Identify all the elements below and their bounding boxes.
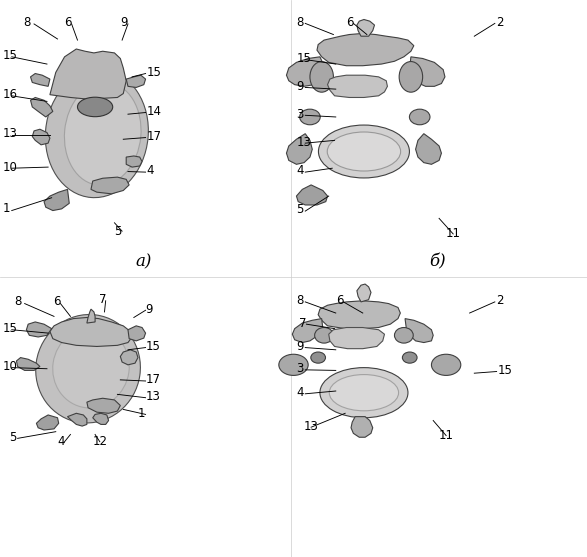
Text: 13: 13 (304, 419, 319, 433)
Text: 9: 9 (296, 80, 304, 93)
Text: 13: 13 (3, 127, 18, 140)
Polygon shape (50, 49, 126, 99)
Text: 2: 2 (496, 16, 504, 29)
Text: 15: 15 (498, 364, 512, 377)
Text: 15: 15 (3, 49, 18, 62)
Ellipse shape (403, 352, 417, 363)
Polygon shape (126, 75, 146, 87)
Ellipse shape (45, 70, 149, 198)
Polygon shape (93, 413, 109, 424)
Polygon shape (87, 398, 120, 413)
Polygon shape (357, 284, 371, 302)
Text: 4: 4 (147, 164, 154, 178)
Text: 3: 3 (296, 108, 304, 121)
Ellipse shape (320, 368, 408, 418)
Text: 4: 4 (296, 164, 304, 178)
Text: 8: 8 (15, 295, 22, 309)
Polygon shape (50, 317, 132, 346)
Text: 11: 11 (446, 227, 461, 241)
Text: 8: 8 (296, 16, 304, 29)
Polygon shape (31, 97, 53, 117)
Polygon shape (318, 301, 400, 329)
Polygon shape (44, 189, 69, 211)
Text: 3: 3 (296, 362, 304, 375)
Polygon shape (87, 309, 95, 323)
Ellipse shape (409, 109, 430, 125)
Text: 9: 9 (146, 302, 153, 316)
Text: 1: 1 (138, 407, 146, 420)
Ellipse shape (77, 97, 113, 116)
Text: 5: 5 (296, 203, 304, 217)
Text: 10: 10 (3, 160, 18, 174)
Text: 15: 15 (146, 340, 160, 353)
Polygon shape (328, 75, 387, 97)
Polygon shape (36, 415, 59, 430)
Ellipse shape (431, 354, 461, 375)
Ellipse shape (311, 352, 325, 363)
Text: 6: 6 (53, 295, 60, 309)
Ellipse shape (300, 109, 321, 125)
Ellipse shape (399, 61, 423, 92)
Ellipse shape (36, 315, 140, 423)
Polygon shape (357, 19, 375, 36)
Polygon shape (351, 417, 373, 437)
Polygon shape (296, 185, 328, 205)
Text: 14: 14 (147, 105, 162, 118)
Text: 9: 9 (120, 16, 128, 29)
Text: б): б) (429, 253, 446, 270)
Ellipse shape (65, 82, 141, 185)
Text: 17: 17 (147, 130, 162, 143)
Text: 2: 2 (496, 294, 504, 307)
Text: 15: 15 (147, 66, 161, 79)
Text: 8: 8 (296, 294, 304, 307)
Text: 15: 15 (3, 322, 18, 335)
Polygon shape (31, 74, 50, 86)
Polygon shape (405, 319, 433, 343)
Polygon shape (286, 134, 312, 164)
Polygon shape (317, 33, 414, 66)
Polygon shape (91, 177, 129, 194)
Text: 4: 4 (296, 386, 304, 399)
Text: 10: 10 (3, 360, 18, 373)
Text: 6: 6 (336, 294, 343, 307)
Polygon shape (16, 358, 40, 370)
Text: 13: 13 (296, 135, 311, 149)
Polygon shape (292, 319, 323, 343)
Polygon shape (416, 134, 441, 164)
Ellipse shape (329, 374, 399, 411)
Text: 15: 15 (296, 52, 311, 65)
Ellipse shape (315, 328, 333, 343)
Polygon shape (329, 328, 384, 349)
Text: 16: 16 (3, 88, 18, 101)
Text: 5: 5 (114, 224, 122, 238)
Polygon shape (410, 57, 445, 86)
Polygon shape (68, 413, 87, 426)
Text: 13: 13 (146, 390, 160, 403)
Text: 12: 12 (93, 434, 108, 448)
Ellipse shape (394, 328, 413, 343)
Text: 5: 5 (9, 431, 16, 444)
Ellipse shape (318, 125, 410, 178)
Ellipse shape (53, 328, 129, 408)
Ellipse shape (328, 132, 400, 171)
Text: 8: 8 (23, 16, 31, 29)
Text: 1: 1 (3, 202, 11, 216)
Text: 9: 9 (296, 340, 304, 353)
Text: 11: 11 (439, 429, 454, 442)
Polygon shape (128, 326, 146, 341)
Ellipse shape (310, 61, 333, 92)
Polygon shape (126, 156, 142, 167)
Text: 4: 4 (58, 434, 65, 448)
Polygon shape (26, 322, 52, 337)
Text: 6: 6 (346, 16, 354, 29)
Text: 7: 7 (299, 316, 307, 330)
Text: 7: 7 (99, 293, 106, 306)
Text: 17: 17 (146, 373, 161, 387)
Ellipse shape (279, 354, 308, 375)
Polygon shape (120, 350, 138, 365)
Polygon shape (32, 129, 50, 145)
Polygon shape (286, 57, 326, 86)
Text: а): а) (136, 253, 152, 270)
Text: 6: 6 (65, 16, 72, 29)
